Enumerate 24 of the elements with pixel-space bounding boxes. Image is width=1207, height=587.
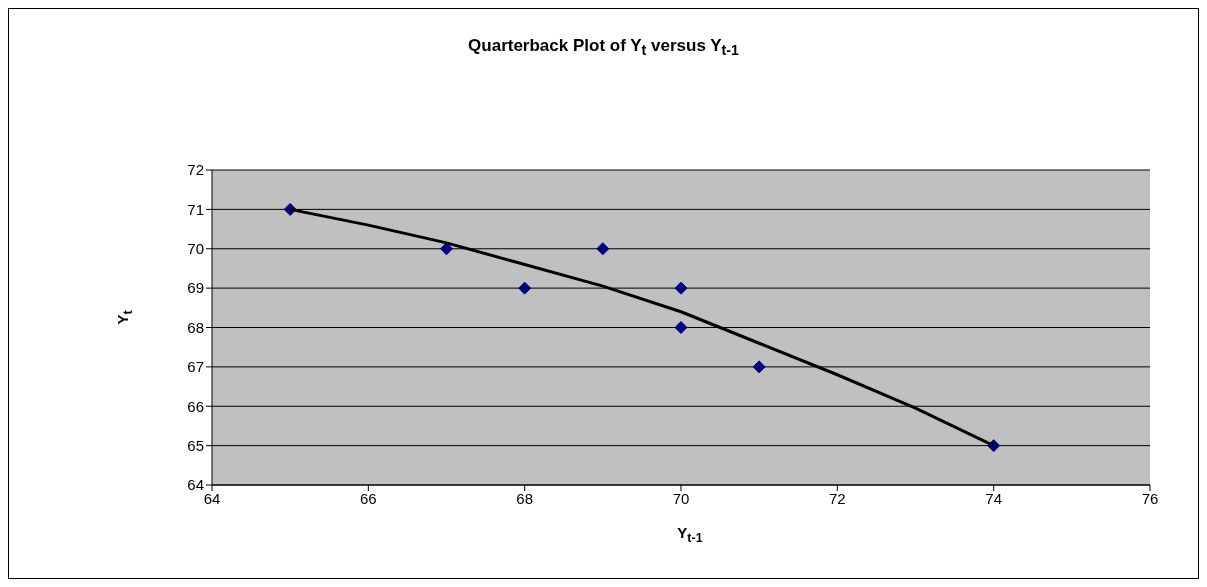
- point: [674, 321, 688, 334]
- x-tick-label: 74: [985, 489, 1003, 507]
- x-tick-label: 64: [203, 489, 221, 507]
- y-tick-label: 68: [187, 318, 204, 336]
- y-tick-label: 71: [187, 200, 204, 218]
- y-tick-label: 67: [187, 358, 204, 376]
- x-tick-label: 66: [359, 489, 377, 507]
- y-tick-label: 72: [187, 161, 204, 179]
- x-tick-label: 70: [672, 489, 690, 507]
- point: [596, 242, 610, 256]
- x-tick-label: 72: [828, 489, 846, 507]
- x-axis-title: Y$_{t-1}$: [676, 524, 704, 545]
- point: [440, 242, 453, 256]
- y-tick-label: 70: [187, 240, 204, 258]
- point: [752, 360, 766, 374]
- x-tick-label: 68: [516, 489, 534, 507]
- point: [674, 281, 688, 295]
- point: [518, 281, 532, 295]
- chart-title: Quarterback Plot of Y$_{t}$ versus Y$_{t-1}$: [467, 36, 740, 59]
- y-tick-label: 69: [187, 279, 204, 297]
- x-tick-label: 76: [1141, 489, 1159, 507]
- y-tick-label: 65: [187, 436, 204, 454]
- y-tick-label: 64: [187, 476, 204, 494]
- y-tick-label: 66: [187, 397, 204, 415]
